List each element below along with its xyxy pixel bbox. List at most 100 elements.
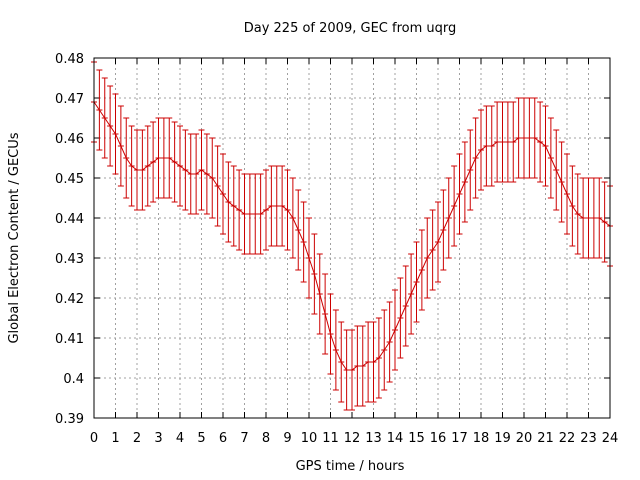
error-bar (171, 121, 178, 203)
x-tick-label: 22 (559, 431, 576, 446)
error-bar (182, 129, 189, 211)
error-bar (365, 321, 372, 403)
error-bar (542, 105, 549, 187)
error-bar (504, 101, 511, 183)
error-bar (526, 97, 533, 179)
error-bar (440, 189, 447, 271)
x-axis-label: GPS time / hours (296, 459, 405, 474)
error-bar (553, 129, 560, 211)
error-bar (413, 241, 420, 323)
error-bar (311, 233, 318, 315)
y-tick-label: 0.45 (55, 172, 84, 187)
error-bar (429, 209, 436, 291)
x-tick-label: 1 (111, 431, 119, 446)
error-bar (252, 173, 259, 255)
x-tick-label: 21 (537, 431, 554, 446)
error-bar (230, 165, 237, 247)
error-bar (483, 105, 490, 187)
error-bar (424, 217, 431, 299)
error-bar (300, 201, 307, 283)
error-bar (295, 189, 302, 271)
error-bar (521, 97, 527, 179)
error-bar (241, 173, 248, 255)
error-bar (322, 273, 329, 355)
error-bar (139, 129, 146, 211)
error-bar (203, 133, 210, 215)
error-bar (596, 177, 603, 259)
error-bar (343, 329, 350, 411)
x-tick-label: 20 (516, 431, 533, 446)
error-bar (499, 101, 506, 183)
error-bar (488, 105, 495, 187)
error-bar (284, 169, 291, 251)
error-bar (564, 153, 570, 235)
tick-marks (93, 57, 611, 419)
y-axis-label: Global Electron Content / GECUs (7, 132, 22, 343)
error-bar (392, 289, 398, 371)
error-bar (107, 85, 114, 167)
error-bar (123, 117, 130, 199)
error-bar (547, 117, 554, 199)
error-bar (381, 309, 388, 391)
error-bar (214, 145, 221, 227)
error-bar (418, 229, 425, 311)
x-tick-label: 4 (176, 431, 184, 446)
error-bar (445, 177, 452, 259)
error-bar (306, 217, 312, 299)
x-tick-label: 2 (133, 431, 141, 446)
error-bar (397, 277, 404, 359)
chart-title: Day 225 of 2009, GEC from uqrg (244, 21, 457, 36)
y-tick-label: 0.4 (63, 372, 84, 387)
y-tick-label: 0.47 (55, 92, 84, 107)
error-bar (96, 69, 103, 151)
x-tick-label: 24 (602, 431, 619, 446)
error-bar (451, 165, 458, 247)
x-tick-label: 6 (219, 431, 227, 446)
error-bar (531, 97, 538, 179)
error-bar (478, 109, 484, 191)
error-bar (354, 325, 361, 407)
error-bar (402, 265, 409, 347)
error-bar (537, 101, 544, 183)
error-bar (456, 153, 463, 235)
error-bar (494, 101, 501, 183)
x-tick-label: 17 (451, 431, 468, 446)
y-tick-label: 0.39 (55, 412, 84, 427)
y-tick-label: 0.41 (55, 332, 84, 347)
error-bar (225, 161, 232, 243)
y-tick-label: 0.43 (55, 252, 84, 267)
error-bar (193, 133, 200, 215)
error-bar (370, 321, 377, 403)
error-bar (375, 317, 382, 399)
error-bar (574, 173, 581, 255)
error-bar (408, 253, 415, 335)
error-bar (316, 253, 323, 335)
error-bar (155, 117, 162, 199)
error-bar (268, 165, 275, 247)
y-tick-label: 0.44 (55, 212, 84, 227)
error-bar (150, 121, 157, 203)
x-tick-label: 7 (240, 431, 248, 446)
x-tick-label: 5 (197, 431, 205, 446)
x-tick-label: 23 (580, 431, 597, 446)
error-bar (128, 125, 135, 207)
error-bar (467, 129, 474, 211)
x-tick-label: 18 (473, 431, 490, 446)
error-bar (359, 325, 366, 407)
x-tick-label: 3 (154, 431, 162, 446)
error-bar (332, 309, 339, 391)
error-bar (569, 165, 576, 247)
y-tick-label: 0.42 (55, 292, 84, 307)
error-bar (515, 97, 522, 179)
error-bar (338, 321, 345, 403)
error-bar (510, 101, 517, 183)
x-tick-label: 11 (322, 431, 339, 446)
x-tick-label: 12 (344, 431, 361, 446)
y-tick-labels: 0.39 0.4 0.41 0.42 0.43 0.44 0.45 0.46 0.47 0.48 (55, 52, 84, 427)
error-bar (461, 141, 468, 223)
error-bar (263, 169, 269, 251)
error-bar (236, 169, 243, 251)
error-bar (585, 177, 592, 259)
error-bar (289, 177, 296, 259)
